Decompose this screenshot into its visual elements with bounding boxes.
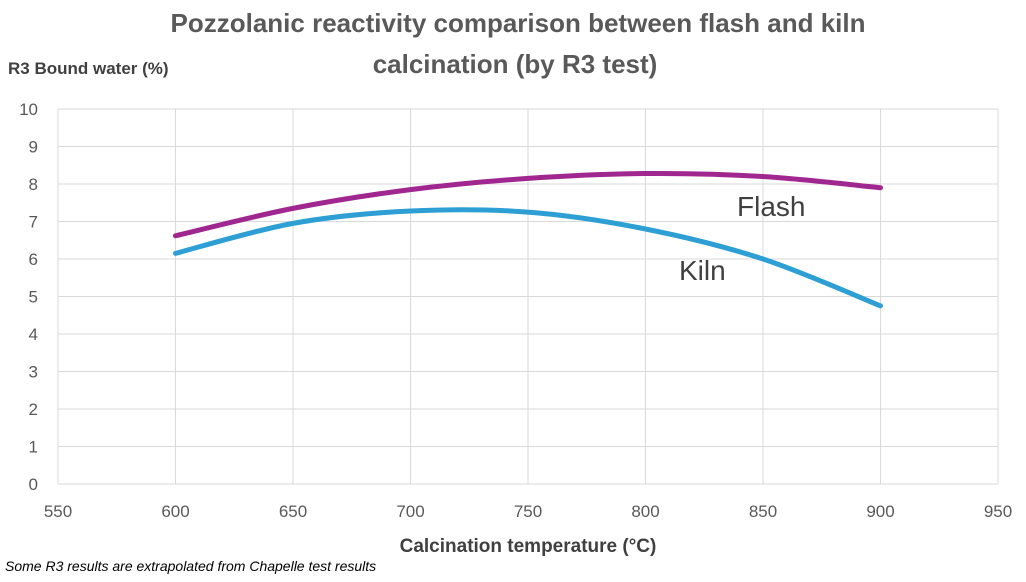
x-tick-label: 800 [631, 502, 659, 521]
series-line-kiln [173, 207, 883, 309]
series-label-flash: Flash [737, 191, 805, 222]
chart-title-line-2: calcination (by R3 test) [373, 49, 658, 79]
y-tick-label: 8 [29, 175, 38, 194]
series-lines [173, 170, 883, 309]
series-label-kiln: Kiln [679, 255, 726, 286]
x-axis-label: Calcination temperature (°C) [400, 536, 657, 557]
y-tick-label: 2 [29, 400, 38, 419]
y-tick-label: 3 [29, 363, 38, 382]
y-tick-label: 6 [29, 250, 38, 269]
gridlines [57, 108, 999, 485]
x-tick-label: 950 [984, 502, 1012, 521]
y-axis-label: R3 Bound water (%) [8, 59, 169, 78]
x-tick-label: 700 [396, 502, 424, 521]
y-tick-label: 1 [29, 438, 38, 457]
x-tick-label: 650 [279, 502, 307, 521]
y-tick-label: 9 [29, 138, 38, 157]
footnote: Some R3 results are extrapolated from Ch… [5, 558, 376, 574]
x-tick-label: 850 [749, 502, 777, 521]
x-tick-label: 550 [44, 502, 72, 521]
y-tick-label: 4 [29, 325, 38, 344]
y-tick-label: 7 [29, 213, 38, 232]
x-tick-label: 600 [161, 502, 189, 521]
x-tick-label: 750 [514, 502, 542, 521]
chart-title-line-1: Pozzolanic reactivity comparison between… [171, 8, 866, 38]
y-tick-label: 5 [29, 288, 38, 307]
y-tick-label: 0 [29, 475, 38, 494]
tick-labels: 0 1 2 3 4 5 6 7 8 9 10 550 600 650 700 750 800 850 900 950 [19, 100, 1012, 521]
x-tick-label: 900 [866, 502, 894, 521]
y-tick-label: 10 [19, 100, 38, 119]
series-line-flash [173, 170, 883, 239]
